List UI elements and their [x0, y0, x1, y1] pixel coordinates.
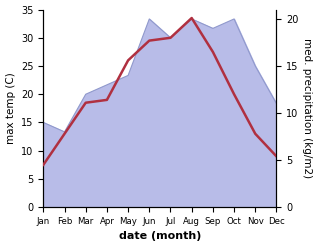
X-axis label: date (month): date (month)	[119, 231, 201, 242]
Y-axis label: med. precipitation (kg/m2): med. precipitation (kg/m2)	[302, 38, 313, 178]
Y-axis label: max temp (C): max temp (C)	[5, 72, 16, 144]
